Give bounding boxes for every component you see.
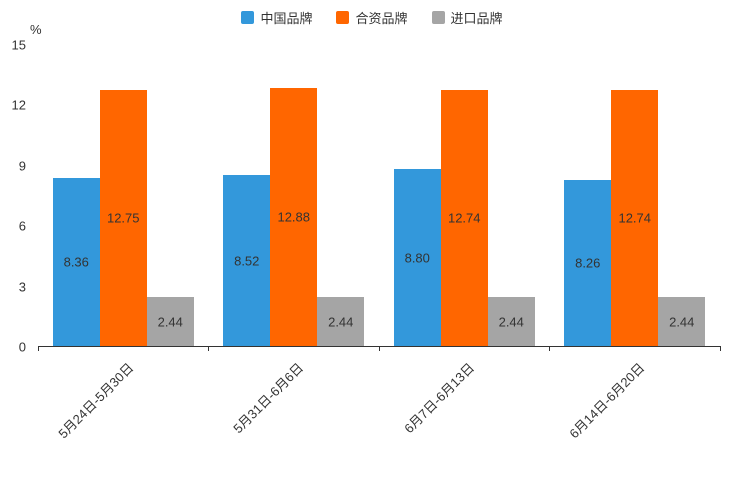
bar-group: 8.26 12.74 2.44 [550,45,721,346]
y-tick-label: 6 [18,218,26,234]
bar-series-1[interactable]: 12.75 [99,90,147,346]
bar-value-label: 12.75 [106,210,140,226]
y-tick-label: 15 [11,37,26,53]
bar-value-label: 2.44 [328,314,354,330]
legend-item-1[interactable]: 合资品牌 [336,8,408,27]
bar-group: 8.36 12.75 2.44 [38,45,209,346]
legend: 中国品牌 合资品牌 进口品牌 [0,8,744,27]
bar-value-label: 8.80 [404,250,430,266]
bar-value-label: 12.74 [618,210,652,226]
x-axis-tick [378,346,380,351]
x-axis-label: 6月7日-6月13日 [400,360,477,437]
bar-value-label: 2.44 [669,314,695,330]
bar-series-1[interactable]: 12.74 [611,90,659,346]
bar-series-1[interactable]: 12.74 [440,90,488,346]
bar-value-label: 2.44 [498,314,524,330]
y-axis-unit-label: % [30,22,42,37]
bar-series-1[interactable]: 12.88 [270,87,318,346]
bar-value-label: 8.36 [63,254,89,270]
legend-label: 中国品牌 [260,11,313,26]
legend-label: 合资品牌 [355,11,408,26]
bar-value-label: 2.44 [157,314,183,330]
y-tick-label: 0 [18,339,26,355]
y-axis: 0 3 6 9 12 15 [0,38,30,355]
y-tick-label: 9 [18,158,26,174]
y-tick-label: 3 [18,279,26,295]
legend-swatch-icon [431,11,445,24]
bar-series-2[interactable]: 2.44 [487,297,535,346]
bar-series-0[interactable]: 8.80 [393,169,441,346]
x-axis-label: 5月31日-6月6日 [230,360,307,437]
y-tick-label: 12 [11,97,26,113]
bar-series-2[interactable]: 2.44 [146,297,194,346]
x-axis-tick [719,346,721,351]
bar-series-0[interactable]: 8.26 [564,180,612,346]
bar-value-label: 8.26 [575,255,601,271]
legend-label: 进口品牌 [450,11,503,26]
x-axis-label: 6月14日-6月20日 [566,360,648,442]
bar-group: 8.80 12.74 2.44 [379,45,550,346]
legend-swatch-icon [336,11,350,24]
legend-swatch-icon [241,11,255,24]
x-axis-label: 5月24日-5月30日 [54,360,136,442]
bar-series-0[interactable]: 8.52 [223,175,271,346]
x-axis-tick [208,346,209,351]
bar-series-2[interactable]: 2.44 [317,297,365,346]
plot-area: 8.36 12.75 2.44 5月24日-5月30日 8.52 12.88 2.44 5月3… [37,45,721,441]
bar-series-0[interactable]: 8.36 [52,178,100,346]
x-axis-tick [37,346,39,351]
bar-value-label: 12.88 [277,209,311,225]
bar-group: 8.52 12.88 2.44 [209,45,380,346]
legend-item-0[interactable]: 中国品牌 [241,8,312,27]
x-axis-tick [549,346,550,351]
bar-value-label: 8.52 [234,253,260,269]
legend-item-2[interactable]: 进口品牌 [431,8,503,27]
bar-series-2[interactable]: 2.44 [658,297,706,346]
bar-value-label: 12.74 [447,210,481,226]
